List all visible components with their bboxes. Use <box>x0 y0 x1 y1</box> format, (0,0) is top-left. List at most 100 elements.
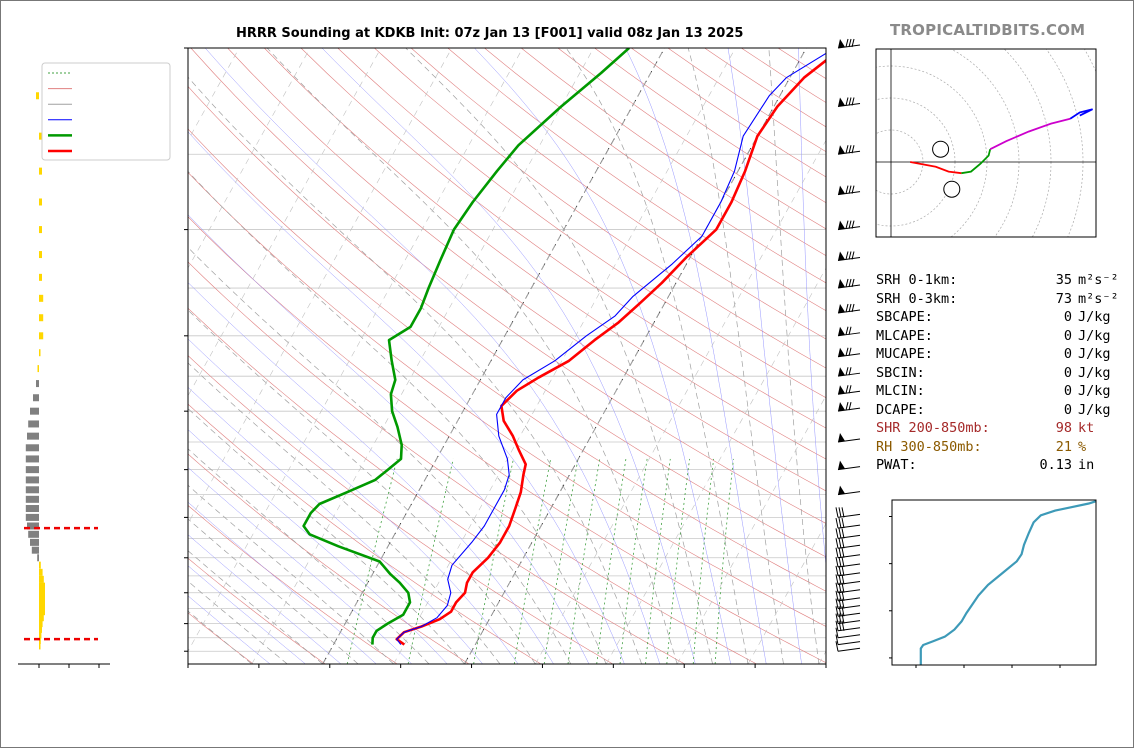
omega-bar <box>25 444 39 452</box>
wind-barb-feather <box>841 590 845 601</box>
omega-bar <box>31 546 39 554</box>
index-label: MUCAPE: <box>876 346 933 362</box>
wind-barb-feather <box>841 556 845 568</box>
wind-barb-feather <box>838 582 842 593</box>
wind-barb-flag <box>838 367 845 377</box>
wind-barb-feather <box>841 613 845 624</box>
wind-barb-feather <box>841 565 845 576</box>
wind-barb-feather <box>845 251 849 260</box>
index-label: SHR 200-850mb: <box>876 420 990 436</box>
index-value: 98 <box>1055 420 1072 436</box>
omega-bar <box>39 589 45 597</box>
moist-adiabat-blue <box>625 48 767 664</box>
wind-barb-feather <box>835 598 839 609</box>
omega-bar <box>27 522 39 530</box>
moist-adiabat-line <box>188 309 536 664</box>
dry-adiabat-line <box>374 48 826 369</box>
omega-bar <box>39 251 42 259</box>
wind-barb-feather <box>851 220 855 229</box>
wind-barb-feather <box>841 582 845 593</box>
wind-barb-feather <box>838 517 842 529</box>
wind-barb <box>835 634 861 646</box>
mixing-ratio-line <box>513 458 552 664</box>
wind-barb-feather <box>845 347 849 356</box>
storm-motion-marker <box>943 180 961 198</box>
index-row: RH 300-850mb: 21% <box>876 438 1119 457</box>
moist-adiabat-line <box>188 362 501 664</box>
dry-adiabat-line <box>410 48 826 340</box>
moist-adiabat-blue <box>188 467 412 664</box>
omega-bar <box>37 365 39 373</box>
omega-bar <box>39 226 42 234</box>
wind-barb-feather <box>845 38 849 48</box>
moist-adiabat-blue <box>188 214 590 664</box>
isotherm-line <box>188 48 524 652</box>
wind-barb-feather <box>838 606 842 617</box>
wind-barb-flag <box>838 39 845 48</box>
theta-e-profile <box>919 500 1096 665</box>
wind-barb-feather <box>841 507 845 518</box>
wind-barb <box>837 185 861 196</box>
wind-barb-flag <box>838 220 845 230</box>
index-unit: J/kg <box>1078 401 1111 418</box>
wind-barb-feather <box>845 97 849 106</box>
wind-barb-feather <box>841 538 845 549</box>
isotherm-line <box>188 48 382 397</box>
omega-bar <box>39 637 41 645</box>
wind-barb-feather <box>845 278 849 288</box>
mixing-ratio-line <box>543 458 579 664</box>
index-value: 35 <box>1055 272 1072 288</box>
index-label: MLCAPE: <box>876 327 933 344</box>
wind-barb-flag <box>838 347 845 357</box>
index-unit: % <box>1078 438 1087 455</box>
wind-barb <box>835 598 861 610</box>
mixing-ratio-line <box>567 458 601 664</box>
index-row: SRH 0-1km: 35 m²s⁻² <box>876 271 1119 290</box>
wind-barb-feather <box>848 278 852 288</box>
wind-barb <box>835 590 861 602</box>
moist-adiabat-blue <box>321 48 696 664</box>
wind-barb-feather <box>845 385 849 394</box>
dry-adiabat-line <box>188 612 254 664</box>
moist-adiabat-line <box>188 76 643 664</box>
hodo-segment <box>910 161 962 175</box>
wind-barb <box>837 485 861 496</box>
omega-bar <box>39 642 41 650</box>
omega-bar <box>28 420 39 428</box>
wind-barb <box>835 613 861 625</box>
index-label: PWAT: <box>876 457 917 473</box>
moist-adiabat-blue <box>474 48 732 664</box>
wind-barb-feather <box>841 574 845 585</box>
dry-adiabat-line <box>188 505 398 664</box>
dry-adiabat-line <box>190 48 826 524</box>
wind-barb-flag <box>838 185 845 195</box>
wind-barb <box>835 528 861 539</box>
omega-bar <box>30 407 39 415</box>
wind-barb-flag <box>838 460 845 470</box>
wind-barb-feather <box>848 326 852 335</box>
index-label: SBCAPE: <box>876 309 933 325</box>
wind-barb-feather <box>838 507 842 518</box>
moist-adiabat-blue <box>188 534 342 664</box>
legend-frame <box>41 62 171 161</box>
index-row: DCAPE: 0 J/kg <box>876 401 1119 420</box>
wind-barb-shaft <box>837 612 861 617</box>
wind-barb <box>835 641 861 652</box>
wind-barb-flag <box>838 251 845 261</box>
wind-barb-feather <box>835 613 839 624</box>
wind-barb-feather <box>845 402 849 411</box>
wind-barb-feather <box>835 582 839 593</box>
storm-motion-marker <box>932 140 950 158</box>
wind-barb <box>837 347 861 358</box>
moist-adiabat-blue <box>188 282 554 664</box>
index-unit: kt <box>1078 420 1095 436</box>
wind-barb <box>837 251 861 261</box>
wind-barb <box>835 538 861 549</box>
omega-bar <box>39 568 43 576</box>
legend <box>41 62 171 161</box>
moist-adiabat-blue <box>188 595 271 664</box>
omega-bar <box>30 538 39 546</box>
index-row: MLCIN: 0 J/kg <box>876 382 1119 401</box>
chart-title: HRRR Sounding at KDKB Init: 07z Jan 13 [… <box>236 26 744 41</box>
omega-bar <box>39 575 44 583</box>
